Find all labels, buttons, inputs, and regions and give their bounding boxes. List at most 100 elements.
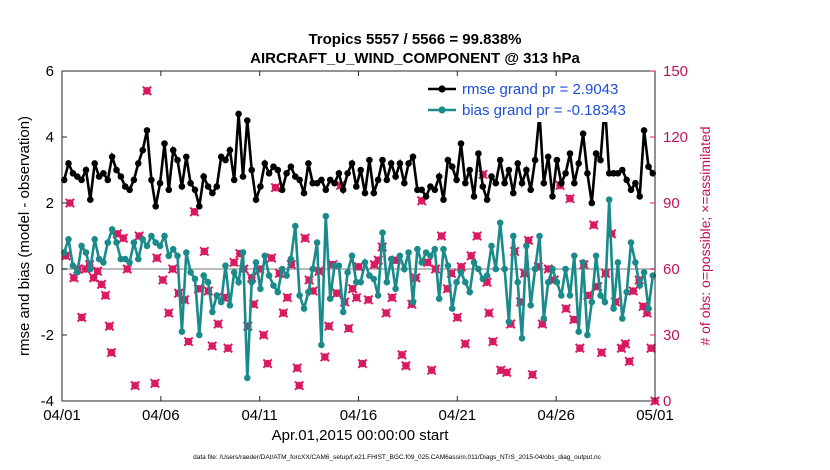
- obs-count-point: [100, 290, 111, 301]
- obs-count-point: [104, 321, 115, 332]
- rmse-point: [348, 160, 356, 167]
- bias-point: [492, 265, 500, 273]
- bias-point: [444, 262, 452, 270]
- rmse-point: [374, 176, 382, 184]
- obs-count-point: [501, 367, 512, 378]
- bias-point: [165, 252, 173, 260]
- obs-count-point: [422, 257, 433, 268]
- legend-box: [420, 80, 650, 122]
- rmse-point: [575, 160, 582, 167]
- bias-point: [566, 292, 574, 299]
- obs-count-point: [199, 246, 210, 257]
- bias-point: [104, 239, 112, 246]
- x-axis-ticks: 04/01 04/06 04/11 04/16 04/21 04/26 05/01: [43, 71, 674, 424]
- bias-point: [318, 341, 325, 349]
- y2-tick-label: 0: [663, 393, 671, 410]
- y-tick-label: -4: [41, 393, 54, 410]
- rmse-point: [226, 146, 234, 154]
- x-tick-label: 04/06: [142, 407, 180, 424]
- rmse-point: [540, 179, 548, 187]
- bias-point: [344, 269, 351, 276]
- obs-count-point: [300, 233, 311, 244]
- bias-point: [544, 278, 552, 286]
- bias-point: [209, 308, 216, 316]
- obs-count-point: [294, 380, 305, 391]
- rmse-point: [623, 176, 630, 184]
- bias-point: [496, 219, 504, 227]
- bias-point: [148, 232, 155, 240]
- bias-point: [527, 302, 534, 309]
- rmse-point: [322, 186, 330, 194]
- rmse-point: [558, 179, 565, 187]
- bias-series-points: [60, 196, 657, 382]
- obs-count-point: [343, 323, 354, 334]
- rmse-point: [553, 156, 561, 164]
- y2-tick-label: 90: [663, 195, 680, 212]
- obs-count-point: [646, 343, 656, 354]
- obs-count-point: [624, 356, 635, 367]
- bias-point: [130, 239, 138, 246]
- rmse-point: [632, 179, 639, 187]
- rmse-point: [296, 176, 303, 184]
- obs-count-point: [270, 182, 281, 193]
- rmse-point: [100, 170, 107, 177]
- rmse-point: [169, 146, 177, 154]
- bias-point: [383, 278, 391, 286]
- obs-count-point: [416, 195, 427, 206]
- bias-point: [632, 259, 639, 266]
- rmse-point: [274, 166, 282, 174]
- rmse-point: [527, 186, 534, 194]
- rmse-point: [396, 160, 404, 167]
- y-tick-label: -2: [41, 327, 54, 344]
- bias-point: [396, 252, 404, 260]
- bias-point: [296, 292, 303, 299]
- bias-point: [435, 295, 443, 303]
- bias-point: [82, 249, 90, 256]
- bias-point: [313, 239, 321, 246]
- y-tick-label: 6: [46, 63, 54, 80]
- bias-point: [252, 259, 260, 266]
- rmse-point: [244, 117, 251, 124]
- y-tick-label: 4: [46, 129, 54, 146]
- rmse-point: [457, 140, 465, 147]
- bias-point: [274, 288, 282, 296]
- rmse-point: [453, 176, 460, 184]
- rmse-point: [566, 150, 574, 157]
- rmse-point: [496, 156, 504, 164]
- rmse-point: [152, 203, 159, 210]
- bias-point: [427, 252, 434, 260]
- bias-point: [431, 245, 439, 253]
- bias-point: [183, 249, 190, 256]
- obs-count-point: [596, 347, 607, 358]
- bias-point: [287, 255, 295, 263]
- obs-count-point: [149, 378, 160, 389]
- obs-count-point: [130, 380, 141, 391]
- bias-point: [401, 265, 408, 273]
- rmse-point: [87, 196, 94, 203]
- bias-point: [501, 265, 508, 273]
- bias-point: [108, 226, 116, 233]
- bias-point: [60, 249, 68, 256]
- obs-count-point: [561, 303, 571, 314]
- rmse-point: [518, 179, 526, 187]
- obs-count-point: [353, 261, 364, 272]
- rmse-point: [60, 176, 68, 184]
- rmse-point: [645, 163, 652, 170]
- bias-point: [475, 265, 482, 273]
- rmse-point: [549, 193, 556, 200]
- rmse-point: [117, 173, 125, 180]
- bias-point: [200, 272, 207, 279]
- y2-tick-label: 150: [663, 63, 688, 80]
- obs-count-point: [363, 294, 374, 305]
- bias-point: [571, 252, 578, 260]
- obs-count-point: [118, 233, 129, 244]
- rmse-point: [113, 166, 120, 174]
- obs-count-point: [331, 288, 342, 299]
- bias-point: [74, 269, 81, 276]
- bias-point: [536, 232, 543, 240]
- x-tick-label: 04/21: [439, 407, 477, 424]
- bias-point: [370, 275, 378, 283]
- obs-count-point: [574, 343, 585, 354]
- rmse-point: [405, 160, 412, 167]
- rmse-point: [431, 186, 439, 194]
